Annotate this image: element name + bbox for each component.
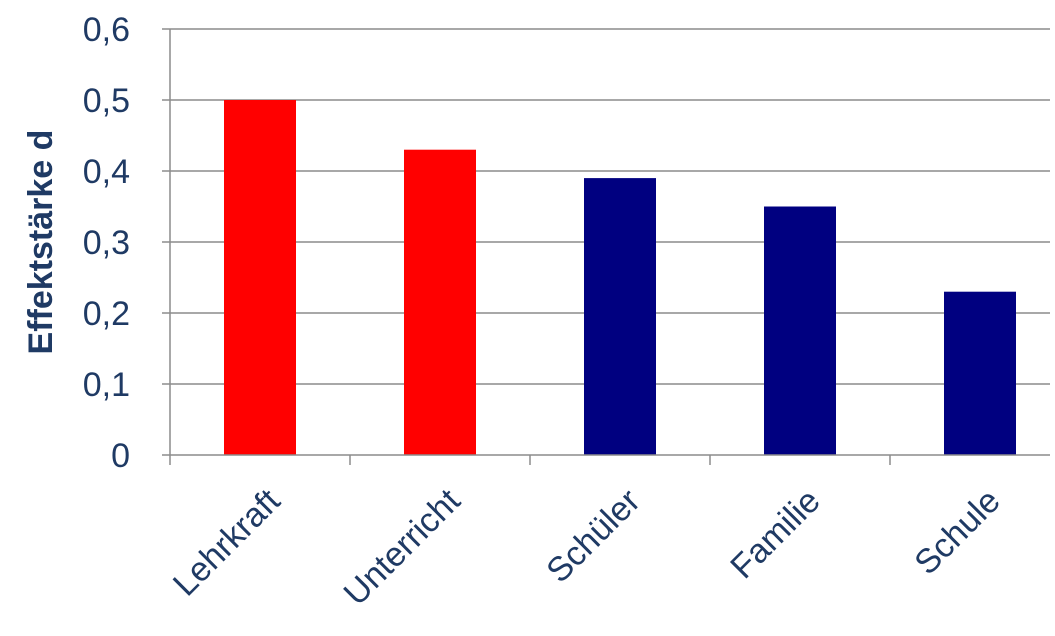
x-category-label: Familie xyxy=(723,482,827,586)
y-axis-title: Effektstärke d xyxy=(22,130,60,355)
x-category-label: Schule xyxy=(907,482,1007,582)
y-tick-label: 0,3 xyxy=(83,224,130,262)
x-category-label: Unterricht xyxy=(337,481,468,612)
y-tick-label: 0,1 xyxy=(83,366,130,404)
y-tick-labels: 0 0,1 0,2 0,3 0,4 0,5 0,6 xyxy=(83,11,130,475)
x-category-label: Schüler xyxy=(539,482,647,590)
y-tick-label: 0,2 xyxy=(83,295,130,333)
y-tick-label: 0,5 xyxy=(83,82,130,120)
bar-familie xyxy=(764,206,836,455)
bar-schüler xyxy=(584,178,656,455)
bar-schule xyxy=(944,291,1016,455)
x-category-label: Lehrkraft xyxy=(166,481,288,603)
bar-unterricht xyxy=(404,149,476,455)
bar-lehrkraft xyxy=(224,100,296,455)
bars xyxy=(224,100,1016,455)
y-tick-label: 0 xyxy=(111,437,130,475)
x-category-labels: Lehrkraft Unterricht Schüler Familie Schule xyxy=(166,481,1008,612)
y-tick-label: 0,6 xyxy=(83,11,130,49)
axes xyxy=(162,28,1050,465)
y-tick-label: 0,4 xyxy=(83,153,130,191)
